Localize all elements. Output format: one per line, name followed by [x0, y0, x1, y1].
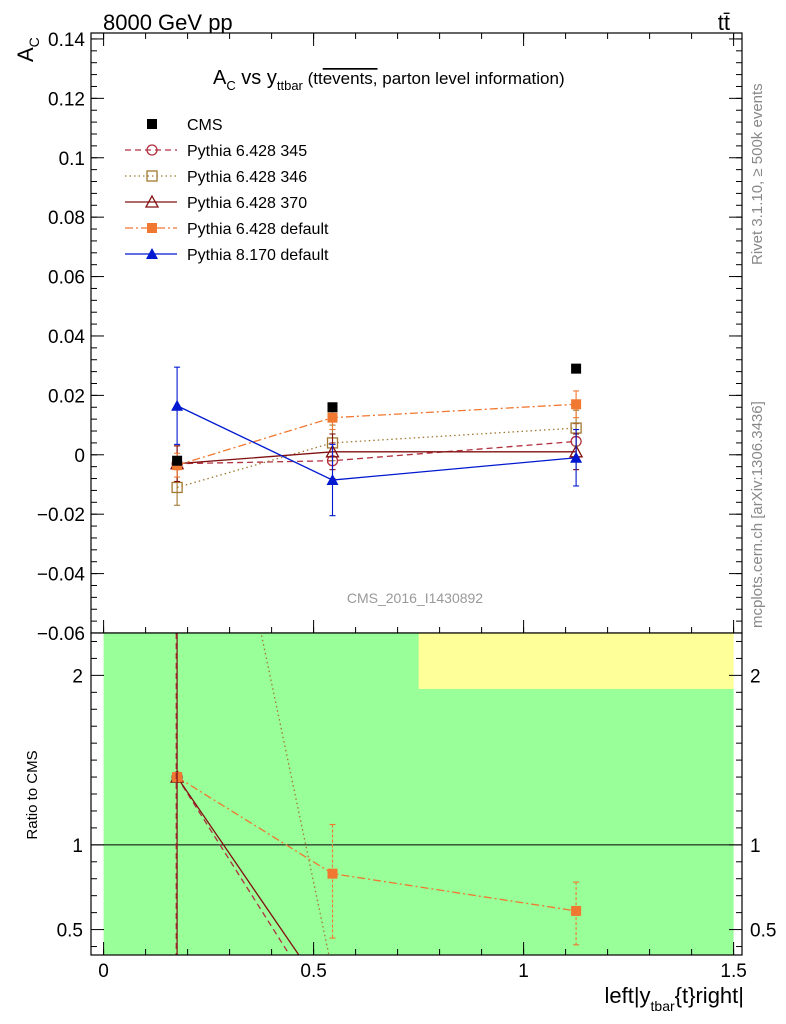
legend-marker-p345 [146, 144, 158, 156]
legend-label-p345: Pythia 6.428 345 [187, 143, 307, 160]
legend-entry-p6def: Pythia 6.428 default [125, 221, 329, 238]
ratio-line-p370 [176, 776, 300, 955]
ratio-y-tick-label-left: 1 [72, 836, 83, 857]
data-point-p8def [171, 399, 184, 411]
x-tick-label: 0.5 [300, 961, 326, 982]
x-axis-label: left|ytbar{t}right| [604, 983, 744, 1014]
series-p8def [171, 366, 583, 517]
process-label: tt̄ [718, 10, 730, 35]
legend-marker-p346 [146, 170, 158, 182]
y-tick-label: −0.06 [37, 624, 85, 645]
data-point-p346 [171, 481, 183, 494]
plot-title: AC vs yttbar (ttevents, parton level inf… [213, 67, 565, 93]
ratio-y-tick-label-right: 0.5 [750, 921, 776, 942]
data-point-p8def [570, 451, 583, 463]
title-rest: parton level information) [378, 69, 565, 88]
main-y-label: AC [13, 37, 42, 62]
ratio-y-tick-label-right: 1 [750, 836, 761, 857]
ratio-y-label: Ratio to CMS [24, 750, 41, 839]
main-plot-area [91, 33, 742, 633]
source-label: mcplots.cern.ch [arXiv:1306.3436] [749, 401, 766, 628]
legend-marker-cms [147, 119, 157, 129]
main-plot-background [91, 33, 742, 633]
legend-label-cms: CMS [187, 117, 223, 134]
ratio-axis-ticks: 0.5 0.5 1 1 2 2 0 0.5 1 1.5 [57, 632, 776, 982]
legend-entry-cms: CMS [147, 117, 223, 134]
y-tick-label: 0.08 [48, 208, 85, 229]
data-point-p6def [571, 399, 582, 410]
series-line-p346 [176, 427, 577, 489]
title-overline: events, [323, 69, 378, 88]
energy-label: 8000 GeV pp [103, 10, 233, 35]
data-point-cms [571, 363, 582, 374]
legend-label-p8def: Pythia 8.170 default [187, 247, 329, 264]
y-tick-label: 0.04 [48, 327, 85, 348]
legend-marker-p6def [147, 223, 157, 233]
ratio-band-yellow [418, 633, 734, 689]
x-tick-label: 0 [98, 961, 109, 982]
y-tick-label: 0.1 [59, 149, 85, 170]
legend-entry-p8def: Pythia 8.170 default [125, 247, 329, 264]
analysis-id: CMS_2016_I1430892 [347, 590, 483, 606]
ratio-point-p6def [571, 905, 582, 916]
y-tick-label: −0.04 [37, 565, 86, 586]
rivet-label: Rivet 3.1.10, ≥ 500k events [749, 83, 766, 265]
legend-label-p6def: Pythia 6.428 default [187, 221, 329, 238]
y-tick-label: 0.12 [48, 89, 85, 110]
data-point-p6def [327, 412, 338, 423]
ratio-y-tick-label-right: 2 [750, 666, 761, 687]
y-tick-label: −0.02 [37, 505, 85, 526]
legend: CMS Pythia 6.428 345 Pythia 6.428 346 Pythi… [125, 117, 329, 264]
y-tick-label: 0 [74, 446, 85, 467]
ratio-plot-background [91, 633, 742, 955]
ratio-y-tick-label-left: 0.5 [57, 921, 83, 942]
title-vs-sub: ttbar [277, 78, 304, 93]
legend-entry-p345: Pythia 6.428 345 [125, 143, 307, 160]
y-tick-label: 0.06 [48, 268, 85, 289]
title-paren-open: (tt [303, 69, 323, 88]
title-main: A [213, 67, 227, 89]
legend-entry-p370: Pythia 6.428 370 [125, 194, 307, 212]
legend-entry-p346: Pythia 6.428 346 [125, 169, 307, 186]
data-point-p8def [326, 474, 339, 486]
data-point-cms [172, 455, 183, 466]
data-point-cms [327, 402, 338, 413]
ratio-plot-frame [90, 632, 743, 956]
legend-marker-p8def [146, 248, 158, 259]
legend-label-p370: Pythia 6.428 370 [187, 195, 307, 212]
legend-marker-p370 [144, 194, 160, 208]
title-main-sub: C [226, 78, 235, 93]
x-tick-label: 1.5 [720, 961, 746, 982]
series-cms [172, 363, 582, 466]
y-tick-label: 0.02 [48, 386, 85, 407]
title-vs: vs y [236, 67, 277, 89]
ratio-plot-series [170, 633, 582, 955]
x-tick-label: 1 [518, 961, 529, 982]
ratio-point-p6def [327, 868, 338, 879]
y-tick-label: 0.14 [48, 30, 85, 51]
main-axis-ticks: −0.06 −0.04 −0.02 0 0.02 0.04 0.06 0.08 0.1 0.12 0… [37, 30, 743, 645]
main-plot-series [170, 363, 584, 517]
ratio-y-tick-label-left: 2 [72, 666, 83, 687]
legend-label-p346: Pythia 6.428 346 [187, 169, 307, 186]
